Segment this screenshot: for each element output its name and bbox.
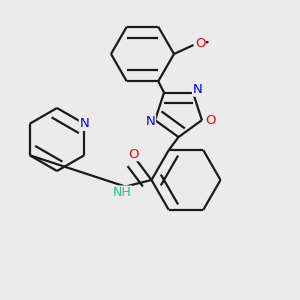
- Text: O: O: [128, 148, 138, 161]
- Text: N: N: [193, 83, 202, 96]
- Text: O: O: [206, 114, 216, 127]
- Text: N: N: [80, 117, 89, 130]
- Text: O: O: [195, 37, 206, 50]
- Text: N: N: [146, 115, 155, 128]
- Text: NH: NH: [113, 186, 132, 199]
